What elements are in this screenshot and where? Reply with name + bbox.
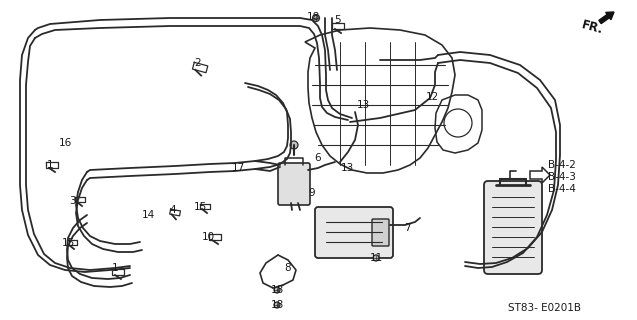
Circle shape (373, 255, 379, 261)
Text: 15: 15 (61, 238, 75, 248)
Text: 14: 14 (141, 210, 155, 220)
Text: B-4-2: B-4-2 (548, 160, 576, 170)
Text: 16: 16 (59, 138, 71, 148)
Text: 5: 5 (334, 15, 341, 25)
Text: 10: 10 (201, 232, 215, 242)
Text: 8: 8 (285, 263, 291, 273)
Text: 18: 18 (306, 12, 320, 22)
FancyBboxPatch shape (278, 163, 310, 205)
Text: B-4-4: B-4-4 (548, 184, 576, 194)
FancyBboxPatch shape (484, 181, 542, 274)
Text: 9: 9 (309, 188, 315, 198)
Text: ST83- E0201B: ST83- E0201B (508, 303, 582, 313)
Text: 1: 1 (47, 160, 54, 170)
Circle shape (290, 141, 298, 149)
FancyBboxPatch shape (372, 219, 389, 246)
Text: 15: 15 (194, 202, 206, 212)
Text: 4: 4 (169, 205, 176, 215)
Circle shape (274, 302, 280, 308)
Text: 18: 18 (270, 285, 283, 295)
Text: 12: 12 (426, 92, 439, 102)
Text: FR.: FR. (580, 18, 605, 36)
Text: 3: 3 (69, 196, 75, 206)
Text: 6: 6 (315, 153, 321, 163)
FancyArrow shape (599, 12, 614, 24)
Circle shape (313, 14, 320, 21)
Text: 17: 17 (231, 163, 245, 173)
Text: 13: 13 (340, 163, 354, 173)
Text: 2: 2 (195, 58, 201, 68)
FancyBboxPatch shape (315, 207, 393, 258)
Text: 11: 11 (369, 253, 383, 263)
Text: 7: 7 (404, 223, 410, 233)
Text: B-4-3: B-4-3 (548, 172, 576, 182)
Circle shape (274, 287, 280, 293)
Text: 1: 1 (111, 263, 118, 273)
Text: 13: 13 (356, 100, 369, 110)
Text: 18: 18 (270, 300, 283, 310)
